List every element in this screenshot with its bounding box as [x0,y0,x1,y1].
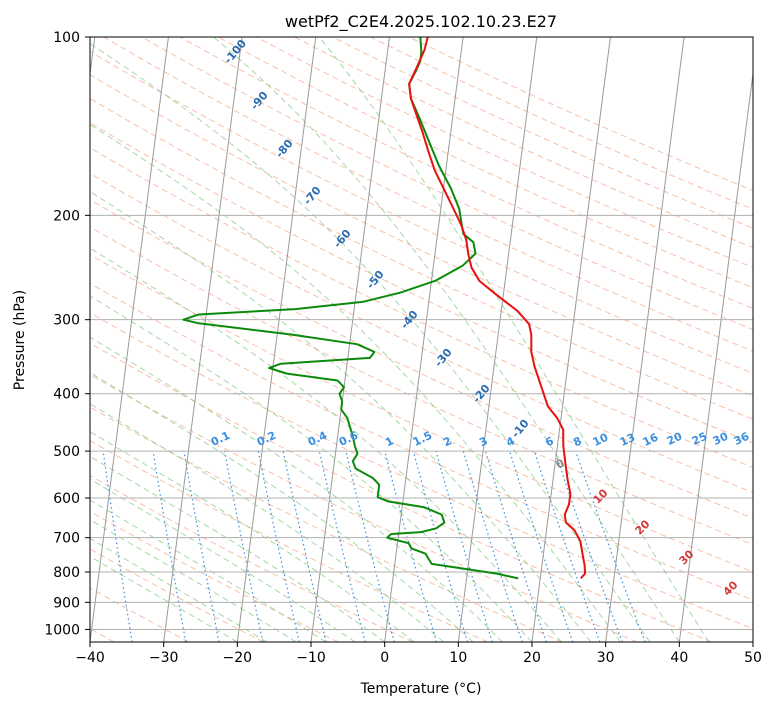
mixing-ratio-label: 25 [690,430,709,448]
x-tick-label: 40 [670,650,688,666]
mixing-ratio-line [462,450,523,642]
moist-adiabats [90,37,710,642]
moist-adiabat [90,537,268,642]
dry-adiabat [90,254,753,573]
y-tick-label: 800 [53,565,80,581]
moist-adiabat [90,478,356,642]
x-axis: −40 −30 −20 −10 0 10 20 30 40 50 [75,642,762,666]
moist-adiabat [90,455,385,642]
y-tick-label: 500 [53,444,80,460]
moist-adiabat [90,430,415,642]
dry-adiabat [90,199,753,519]
y-axis: 100 200 300 400 500 600 700 800 900 1000 [44,30,90,638]
pressure-grid [90,37,753,630]
x-tick-label: 20 [523,650,541,666]
dry-adiabat [90,282,753,601]
dry-adiabat [90,374,638,642]
plot-frame [89,36,754,643]
isotherm [163,37,243,642]
y-tick-label: 700 [53,531,80,547]
dry-adiabat [90,226,753,546]
dry-adiabat [179,37,753,309]
dry-adiabat [90,342,712,642]
y-tick-label: 600 [53,491,80,507]
dry-adiabat [90,548,264,642]
mixing-ratio-label: 36 [732,430,752,448]
y-tick-label: 300 [53,313,80,329]
isotherm [531,37,611,642]
y-tick-label: 100 [53,30,80,46]
moist-adiabat [90,336,503,642]
x-tick-label: −10 [296,650,326,666]
x-axis-label: Temperature (°C) [360,681,482,697]
x-tick-label: 50 [744,650,762,666]
y-tick-label: 200 [53,208,80,224]
dry-adiabat [90,172,753,494]
moist-adiabat [318,37,710,642]
x-tick-label: 0 [380,650,389,666]
x-tick-label: −30 [149,650,179,666]
isotherm [236,37,317,642]
x-tick-label: 30 [597,650,615,666]
dewpoint-group [182,37,519,580]
dry-adiabat [90,406,563,642]
mixing-ratio-line [384,450,437,642]
x-tick-label: 10 [449,650,467,666]
isotherm [678,69,753,642]
mixing-ratio-lines [102,450,646,642]
temperature-line [408,37,587,580]
y-tick-label: 1000 [44,622,80,638]
dewpoint-line [182,37,519,580]
moist-adiabat [90,247,562,642]
isotherm [605,37,685,642]
dry-adiabat [90,312,753,630]
chart-title: wetPf2_C2E4.2025.102.10.23.E27 [285,12,557,32]
mixing-ratio-line [484,450,547,642]
temperature-group [408,37,587,580]
moist-adiabat [90,519,297,642]
moist-adiabat [213,37,680,642]
y-tick-label: 400 [53,387,80,403]
moist-adiabat [90,191,592,642]
y-tick-label: 900 [53,595,80,611]
mixing-ratio-label: 10 [591,431,611,449]
moist-adiabat [90,43,651,642]
mixing-ratio-label: 16 [641,431,661,449]
mixing-ratio-line [412,450,469,642]
moist-adiabat [90,555,238,642]
mixing-ratio-label: 13 [618,431,637,449]
mixing-ratio-line [152,451,187,642]
moist-adiabat [90,295,533,642]
dry-adiabat [90,440,488,642]
y-axis-label: Pressure (hPa) [12,290,28,390]
isotherm [310,37,390,642]
dry-adiabat [217,37,753,289]
dry-adiabat [90,50,753,374]
mixing-ratio-label: 30 [711,430,731,448]
isotherm [90,37,169,642]
isotherm-grid [90,37,753,642]
dry-adiabat [90,510,339,642]
dry-adiabat [90,122,753,444]
mixing-ratio-label: 20 [665,430,685,448]
isotherm [457,37,538,642]
moist-adiabat [90,123,621,642]
dry-adiabat [103,37,753,352]
x-tick-label: −20 [223,650,253,666]
x-tick-label: −40 [75,650,105,666]
mixing-ratio-line [183,450,220,642]
moist-adiabat [90,372,474,642]
